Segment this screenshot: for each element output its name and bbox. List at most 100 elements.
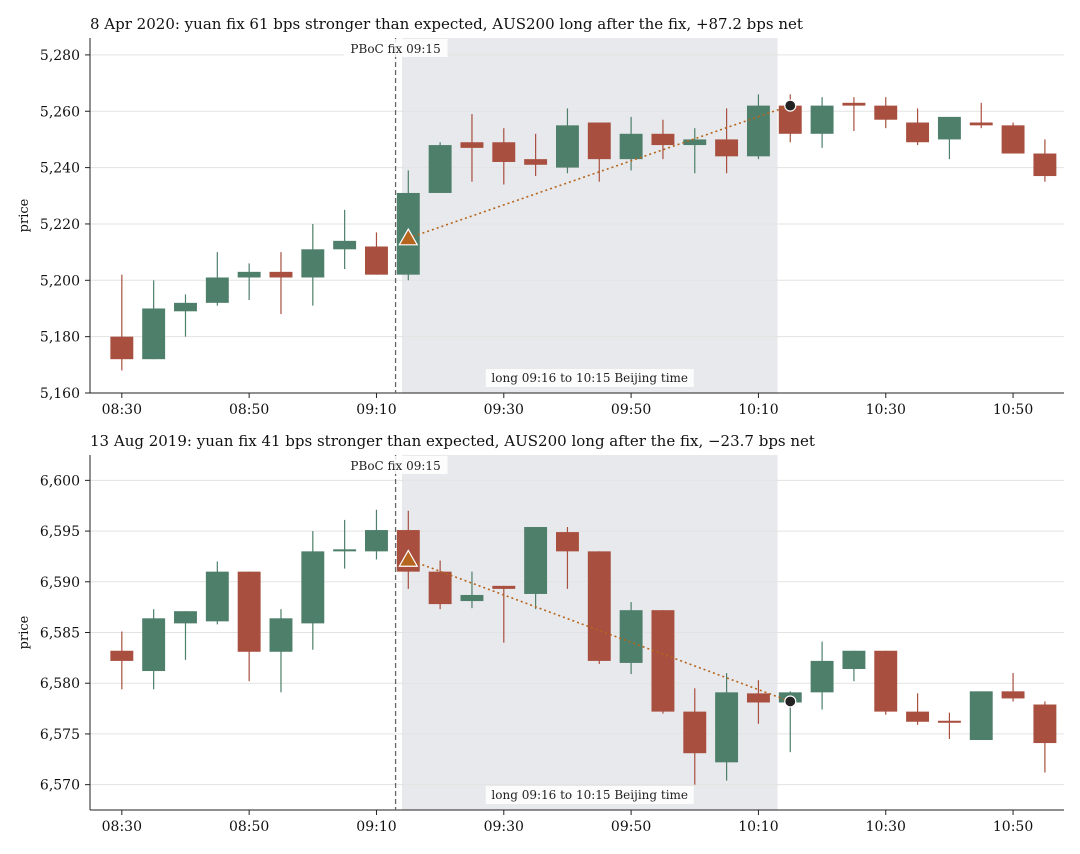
candle-body <box>937 116 961 140</box>
candle-body <box>906 711 930 722</box>
y-tick-label: 5,240 <box>40 161 80 177</box>
chart-title: 8 Apr 2020: yuan fix 61 bps stronger tha… <box>90 15 803 33</box>
candle-body <box>874 650 898 712</box>
y-tick-label: 6,590 <box>40 575 80 591</box>
candle-body <box>715 139 739 157</box>
candle-body <box>683 139 707 146</box>
x-tick-label: 09:30 <box>484 819 524 835</box>
candle-body <box>365 246 388 275</box>
candle-body <box>619 610 643 663</box>
y-axis-label: price <box>17 198 32 232</box>
exit-marker <box>784 695 797 708</box>
candle-body <box>205 571 229 622</box>
x-tick-label: 10:10 <box>738 402 778 418</box>
candle-body <box>587 551 611 661</box>
candle-body <box>460 142 484 148</box>
candle-body <box>110 650 134 661</box>
candle-body <box>142 308 166 360</box>
candle-body <box>969 691 993 741</box>
x-tick-label: 10:50 <box>993 402 1033 418</box>
trade-path-line <box>408 104 791 239</box>
y-tick-label: 5,280 <box>40 48 80 64</box>
candle-body <box>969 122 993 126</box>
candle-body <box>619 133 643 160</box>
candle-body <box>842 102 866 106</box>
candle-body <box>587 122 611 160</box>
window-label: long 09:16 to 10:15 Beijing time <box>491 788 688 802</box>
window-label-background <box>485 786 694 804</box>
y-tick-label: 6,600 <box>40 473 80 489</box>
x-tick-label: 10:30 <box>866 819 906 835</box>
candle-body <box>428 145 452 193</box>
chart-panel-2: 6,570 6,575 6,580 6,585 6,590 6,595 6,600 08:30… <box>17 432 1064 835</box>
candle-body <box>333 240 357 250</box>
candle-body <box>269 618 293 652</box>
y-tick-label: 5,200 <box>40 273 80 289</box>
x-tick-label: 10:50 <box>993 819 1033 835</box>
y-tick-label: 6,570 <box>40 778 80 794</box>
chart-panel-1: 5,160 5,180 5,200 5,220 5,240 5,260 5,280 08:30… <box>17 15 1064 418</box>
candle-body <box>524 527 548 594</box>
candle-body <box>1001 691 1025 699</box>
candle-body <box>492 585 516 589</box>
candle-body <box>269 271 293 278</box>
candle-body <box>683 711 707 754</box>
candle-body <box>524 159 548 165</box>
y-axis-label: price <box>17 615 32 649</box>
candle-body <box>1033 153 1057 177</box>
candle-body <box>778 105 802 134</box>
x-tick-label: 09:30 <box>484 402 524 418</box>
candle-body <box>810 105 834 134</box>
y-tick-label: 6,595 <box>40 524 80 540</box>
candle-body <box>555 125 579 168</box>
window-label: long 09:16 to 10:15 Beijing time <box>491 371 688 385</box>
x-tick-label: 08:50 <box>229 402 269 418</box>
candle-body <box>715 692 739 763</box>
candle-body <box>237 571 261 652</box>
y-tick-label: 5,180 <box>40 330 80 346</box>
candle-body <box>651 133 675 146</box>
candle-body <box>874 105 898 120</box>
candle-body <box>1001 125 1025 154</box>
candle-body <box>460 594 484 602</box>
candle-body <box>746 693 770 703</box>
y-tick-label: 6,575 <box>40 727 80 743</box>
candle-body <box>492 142 516 162</box>
candle-body <box>174 302 197 312</box>
x-tick-label: 10:10 <box>738 819 778 835</box>
trade-window-band <box>401 38 778 393</box>
candle-body <box>301 551 325 624</box>
fix-label: PBoC fix 09:15 <box>350 42 440 56</box>
y-tick-label: 6,580 <box>40 676 80 692</box>
x-tick-label: 09:50 <box>611 819 651 835</box>
x-tick-label: 08:30 <box>102 819 142 835</box>
candle-body <box>142 618 166 672</box>
candle-body <box>205 277 229 303</box>
x-tick-label: 10:30 <box>866 402 906 418</box>
candle-body <box>1033 704 1057 744</box>
candle-body <box>333 549 357 552</box>
chart-title: 13 Aug 2019: yuan fix 41 bps stronger th… <box>90 432 815 450</box>
candle-body <box>237 271 261 278</box>
x-tick-label: 08:50 <box>229 819 269 835</box>
x-tick-label: 08:30 <box>102 402 142 418</box>
exit-marker <box>784 99 797 112</box>
y-tick-label: 6,585 <box>40 626 80 642</box>
x-tick-label: 09:10 <box>356 402 396 418</box>
entry-marker <box>398 549 419 567</box>
candle-body <box>746 105 770 157</box>
fix-label-background <box>343 456 448 474</box>
candle-body <box>365 530 388 552</box>
candle-body <box>810 660 834 693</box>
candle-body <box>842 650 866 670</box>
candle-body <box>301 249 325 278</box>
x-tick-label: 09:10 <box>356 819 396 835</box>
entry-marker <box>398 227 419 246</box>
candle-body <box>651 610 675 712</box>
candle-body <box>555 532 579 552</box>
y-tick-label: 5,220 <box>40 217 80 233</box>
candle-body <box>906 122 930 143</box>
x-tick-label: 09:50 <box>611 402 651 418</box>
y-tick-label: 5,160 <box>40 386 80 402</box>
